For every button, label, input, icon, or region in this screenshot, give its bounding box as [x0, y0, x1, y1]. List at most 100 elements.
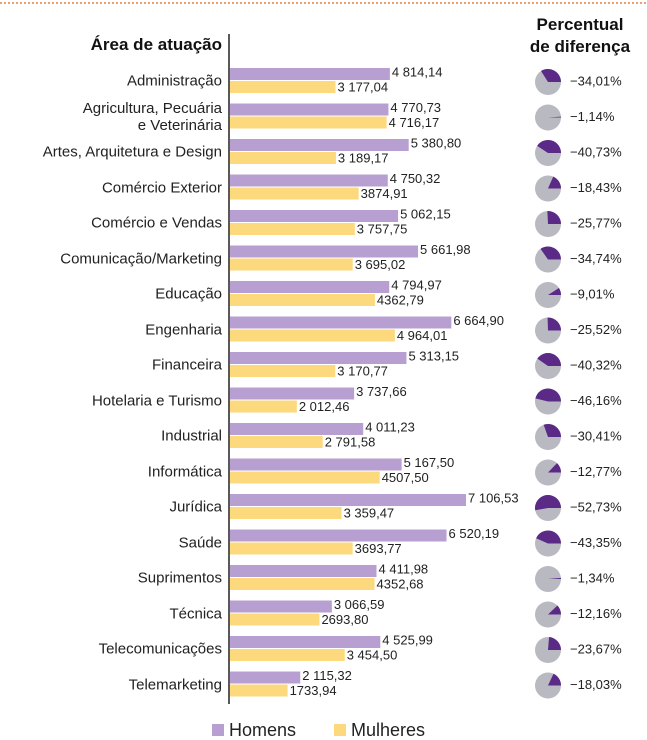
value-label: 3 170,77: [337, 363, 388, 378]
value-label: 2693,80: [321, 612, 368, 627]
value-label: 4 011,23: [365, 419, 415, 434]
category-label: Engenharia: [145, 321, 222, 338]
bar: [230, 245, 419, 258]
category-label: Hotelaria e Turismo: [91, 392, 222, 409]
value-label: 4 525,99: [382, 632, 433, 647]
bar: [230, 116, 387, 129]
value-label: 4 750,32: [390, 171, 441, 186]
difference-label: −43,35%: [570, 535, 622, 550]
bar: [230, 600, 332, 613]
bar: [230, 671, 301, 684]
bar: [230, 542, 353, 555]
value-label: 4 411,98: [379, 561, 429, 576]
bar: [230, 174, 388, 187]
value-label: 7 106,53: [468, 490, 519, 505]
value-label: 3 189,17: [338, 150, 389, 165]
pie-wedge: [540, 246, 561, 260]
pie-wedge: [536, 530, 561, 544]
value-label: 3 737,66: [356, 384, 407, 399]
bar: [230, 281, 390, 293]
value-label: 4352,68: [377, 576, 424, 591]
pie-wedge: [537, 353, 561, 366]
legend-swatch: [212, 724, 224, 736]
bar: [230, 400, 297, 413]
difference-label: −1,34%: [570, 570, 615, 585]
bar: [230, 139, 409, 151]
bar: [230, 387, 355, 400]
bar: [230, 458, 402, 471]
bar: [230, 352, 407, 364]
bar: [230, 423, 364, 435]
value-label: 5 380,80: [411, 135, 462, 150]
pie-wedge: [547, 211, 561, 224]
bar: [230, 210, 399, 222]
bar: [230, 565, 377, 577]
difference-label: −34,01%: [570, 73, 622, 88]
pie-wedge: [543, 424, 561, 437]
bar: [230, 68, 390, 80]
category-label: Industrial: [161, 427, 222, 445]
difference-label: −9,01%: [570, 286, 615, 301]
bar: [230, 613, 320, 626]
pie-wedge: [535, 494, 561, 511]
difference-label: −46,16%: [570, 393, 622, 408]
value-label: 1733,94: [290, 683, 337, 698]
bar: [230, 152, 336, 164]
category-label: Educação: [155, 285, 222, 303]
bar: [230, 294, 375, 306]
bar: [230, 494, 466, 506]
value-label: 5 313,15: [408, 348, 459, 363]
category-label: Suprimentos: [137, 569, 222, 587]
category-label: Administração: [126, 72, 222, 90]
category-label: Saúde: [178, 534, 222, 551]
pie-wedge: [548, 463, 561, 473]
legend-swatch: [334, 724, 346, 736]
axis-title: Área de atuação: [90, 35, 222, 54]
difference-title: Percentual de diferença: [529, 15, 631, 56]
bar: [230, 529, 447, 542]
category-label: Artes, Arquitetura e Design: [42, 143, 222, 161]
category-label: Telemarketing: [128, 676, 222, 693]
category-label: Agricultura, Pecuária e Veterinária: [82, 99, 222, 134]
difference-label: −40,73%: [570, 144, 622, 159]
legend-label: Homens: [229, 720, 296, 740]
category-label: Técnica: [169, 605, 222, 622]
pie-wedge: [547, 317, 561, 331]
bar: [230, 507, 342, 519]
pie-wedge: [537, 140, 561, 153]
pie-wedge: [548, 637, 561, 650]
difference-label: −40,32%: [570, 357, 622, 372]
value-label: 3 757,75: [357, 221, 408, 236]
value-label: 3 359,47: [344, 505, 395, 520]
difference-label: −30,41%: [570, 428, 622, 443]
category-label: Jurídica: [169, 498, 222, 516]
value-label: 6 664,90: [453, 313, 504, 328]
value-label: 2 012,46: [299, 399, 350, 414]
bar: [230, 684, 288, 697]
pie-wedge: [548, 116, 561, 118]
value-label: 4 964,01: [397, 328, 448, 343]
bar: [230, 103, 389, 116]
pie-wedge: [535, 388, 562, 402]
value-label: 5 062,15: [400, 206, 451, 221]
bar: [230, 258, 353, 271]
pie-wedge: [548, 605, 561, 615]
category-label: Comércio Exterior: [101, 179, 222, 196]
difference-label: −23,67%: [570, 641, 622, 656]
value-label: 4507,50: [382, 470, 429, 485]
value-label: 5 661,98: [420, 242, 471, 257]
value-label: 4 716,17: [389, 115, 440, 130]
bar: [230, 471, 380, 484]
value-label: 3 695,02: [355, 257, 406, 272]
pie-wedge: [548, 288, 561, 295]
value-label: 3693,77: [355, 541, 402, 556]
category-label: Telecomunicações: [98, 640, 222, 658]
pie-wedge: [541, 69, 561, 82]
category-label: Comunicação/Marketing: [60, 250, 222, 267]
category-label: Financeira: [151, 356, 222, 374]
difference-label: −12,77%: [570, 464, 622, 479]
bar: [230, 316, 452, 329]
value-label: 6 520,19: [449, 526, 500, 541]
